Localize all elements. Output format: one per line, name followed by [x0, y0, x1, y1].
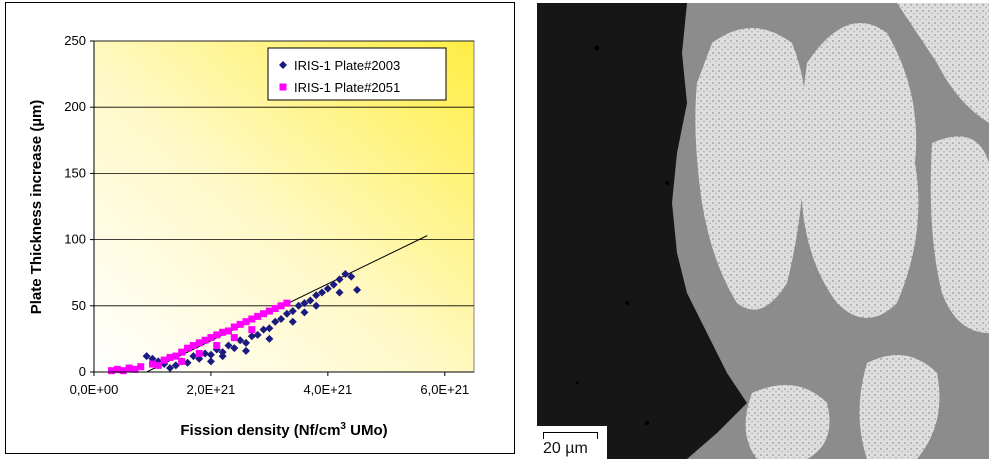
- x-tick-label: 6,0E+21: [420, 382, 469, 397]
- data-point-diamond: [329, 280, 338, 289]
- data-point-square: [137, 363, 145, 371]
- data-point-square: [189, 342, 197, 350]
- chart-panel: 0 50 100 150 200 250 0,0E+00 2,0E+21 4,0E+21 6,0E…: [5, 2, 515, 454]
- y-tick-label: 50: [72, 298, 86, 313]
- scale-bar-line: [543, 432, 598, 439]
- y-tick-label: 150: [64, 165, 86, 180]
- data-point-diamond: [265, 324, 274, 333]
- data-point-diamond: [253, 330, 262, 339]
- data-point-square: [236, 320, 244, 328]
- y-tick-label: 200: [64, 99, 86, 114]
- data-point-square: [230, 334, 238, 342]
- data-point-square: [230, 323, 238, 331]
- data-point-diamond: [265, 334, 274, 343]
- data-point-diamond: [312, 291, 321, 300]
- data-point-square: [108, 367, 116, 375]
- x-tick-label: 0,0E+00: [70, 382, 119, 397]
- data-point-square: [125, 364, 133, 372]
- data-point-diamond: [318, 288, 326, 297]
- micrograph-image: [537, 3, 989, 459]
- data-point-square: [265, 307, 273, 315]
- sem-micrograph: 20 µm: [537, 3, 989, 459]
- data-point-diamond: [189, 352, 198, 361]
- data-point-square: [178, 348, 186, 356]
- data-point-diamond: [259, 325, 268, 334]
- data-point-diamond: [288, 307, 297, 316]
- data-point-square: [154, 361, 162, 369]
- y-tick-label: 0: [79, 364, 86, 379]
- data-point-square: [248, 315, 256, 323]
- data-point-diamond: [288, 317, 297, 326]
- data-point-diamond: [201, 349, 210, 358]
- data-point-diamond: [142, 352, 151, 361]
- data-point-diamond: [335, 288, 344, 297]
- data-point-square: [166, 353, 174, 361]
- data-point-diamond: [306, 296, 315, 305]
- data-point-square: [195, 349, 203, 357]
- data-point-square: [195, 339, 203, 347]
- data-point-square: [254, 312, 262, 320]
- data-point-diamond: [166, 364, 174, 373]
- data-point-diamond: [277, 315, 286, 324]
- y-tick-label: 100: [64, 232, 86, 247]
- legend-marker-square: [279, 83, 287, 91]
- data-point-diamond: [300, 308, 309, 317]
- data-point-square: [242, 318, 250, 326]
- data-point-diamond: [242, 338, 250, 347]
- data-point-diamond: [206, 350, 215, 359]
- data-point-diamond: [271, 317, 280, 326]
- data-point-square: [260, 310, 268, 318]
- data-point-square: [277, 302, 285, 310]
- data-point-square: [213, 331, 221, 339]
- scale-bar-label: 20 µm: [543, 440, 588, 457]
- x-tick-label: 4,0E+21: [303, 382, 352, 397]
- data-point-square: [184, 344, 192, 352]
- data-point-diamond: [294, 301, 303, 310]
- data-point-diamond: [236, 336, 245, 345]
- data-point-square: [113, 365, 121, 373]
- data-point-diamond: [341, 270, 350, 279]
- scale-bar: 20 µm: [537, 426, 607, 459]
- y-axis-label: Plate Thickness increase (µm): [28, 100, 45, 315]
- data-point-diamond: [183, 358, 192, 367]
- data-point-diamond: [312, 301, 321, 310]
- scatter-chart: 0 50 100 150 200 250 0,0E+00 2,0E+21 4,0E+21 6,0E…: [28, 33, 475, 439]
- data-point-diamond: [247, 332, 256, 341]
- data-point-square: [119, 367, 127, 375]
- data-point-diamond: [300, 299, 309, 308]
- data-point-square: [178, 357, 186, 365]
- data-point-diamond: [218, 352, 227, 361]
- data-point-square: [213, 342, 221, 350]
- legend-marker-diamond: [279, 61, 287, 69]
- data-point-diamond: [335, 275, 344, 284]
- data-point-diamond: [353, 285, 362, 294]
- data-point-diamond: [230, 344, 239, 353]
- x-tick-label: 2,0E+21: [187, 382, 236, 397]
- data-point-diamond: [323, 284, 332, 293]
- y-tick-label: 250: [64, 33, 86, 48]
- data-point-diamond: [171, 361, 180, 370]
- data-point-square: [224, 327, 232, 335]
- data-point-diamond: [282, 309, 291, 318]
- x-axis-label: Fission density (Nf/cm3 UMo): [180, 421, 387, 439]
- data-point-diamond: [224, 341, 233, 350]
- data-point-square: [201, 336, 209, 344]
- data-point-square: [271, 304, 279, 312]
- data-point-square: [283, 299, 291, 307]
- legend-entry-label: IRIS-1 Plate#2051: [294, 80, 400, 95]
- data-point-square: [207, 334, 215, 342]
- data-point-square: [172, 352, 180, 360]
- data-point-square: [248, 326, 256, 334]
- data-point-square: [219, 328, 227, 336]
- legend: IRIS-1 Plate#2003 IRIS-1 Plate#2051: [267, 47, 447, 101]
- data-point-square: [148, 360, 156, 368]
- data-point-diamond: [347, 272, 356, 281]
- legend-entry-label: IRIS-1 Plate#2003: [294, 58, 400, 73]
- data-point-square: [160, 356, 168, 364]
- data-point-square: [131, 365, 139, 373]
- data-point-diamond: [206, 357, 215, 366]
- data-point-diamond: [242, 346, 250, 355]
